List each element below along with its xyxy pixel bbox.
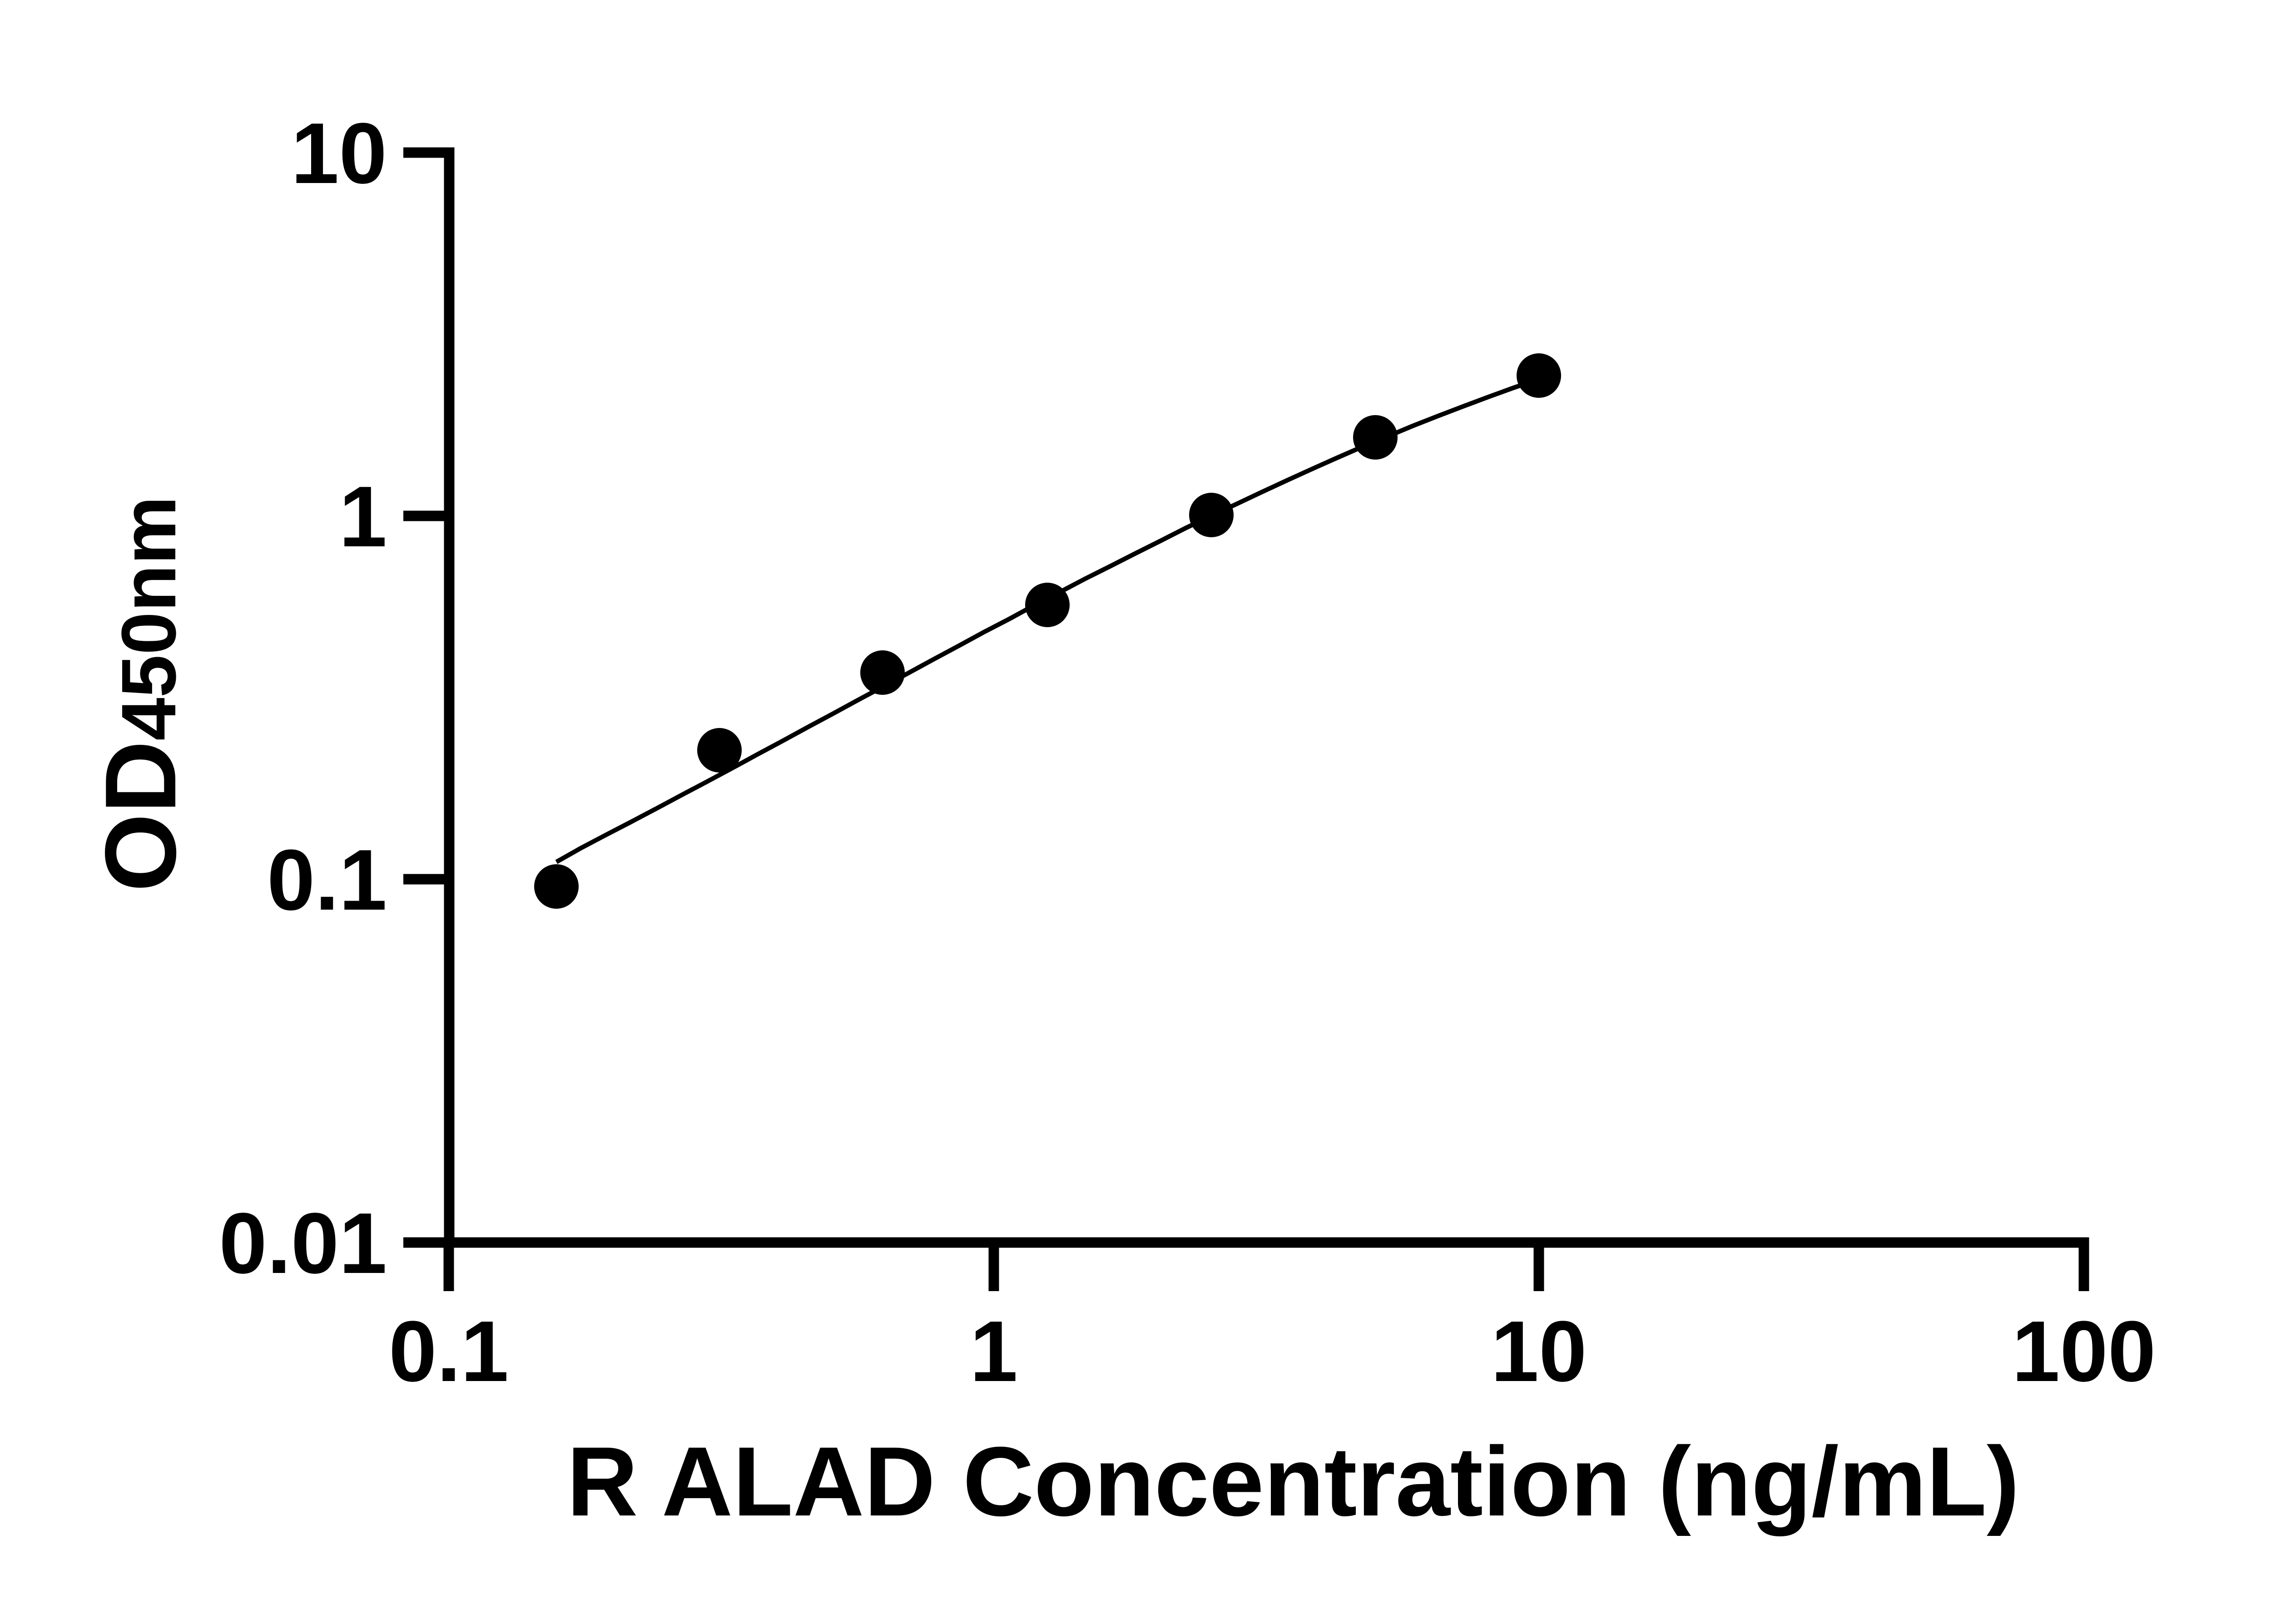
svg-text:1: 1	[970, 1303, 1018, 1400]
svg-text:0.1: 0.1	[389, 1303, 509, 1400]
svg-text:R ALAD Concentration (ng/mL): R ALAD Concentration (ng/mL)	[567, 1426, 2019, 1536]
svg-text:1: 1	[339, 469, 387, 565]
svg-text:0.1: 0.1	[267, 832, 387, 928]
svg-text:0.01: 0.01	[219, 1195, 387, 1292]
svg-text:10: 10	[1491, 1303, 1587, 1400]
svg-text:10: 10	[291, 105, 387, 202]
svg-text:100: 100	[2012, 1303, 2156, 1400]
